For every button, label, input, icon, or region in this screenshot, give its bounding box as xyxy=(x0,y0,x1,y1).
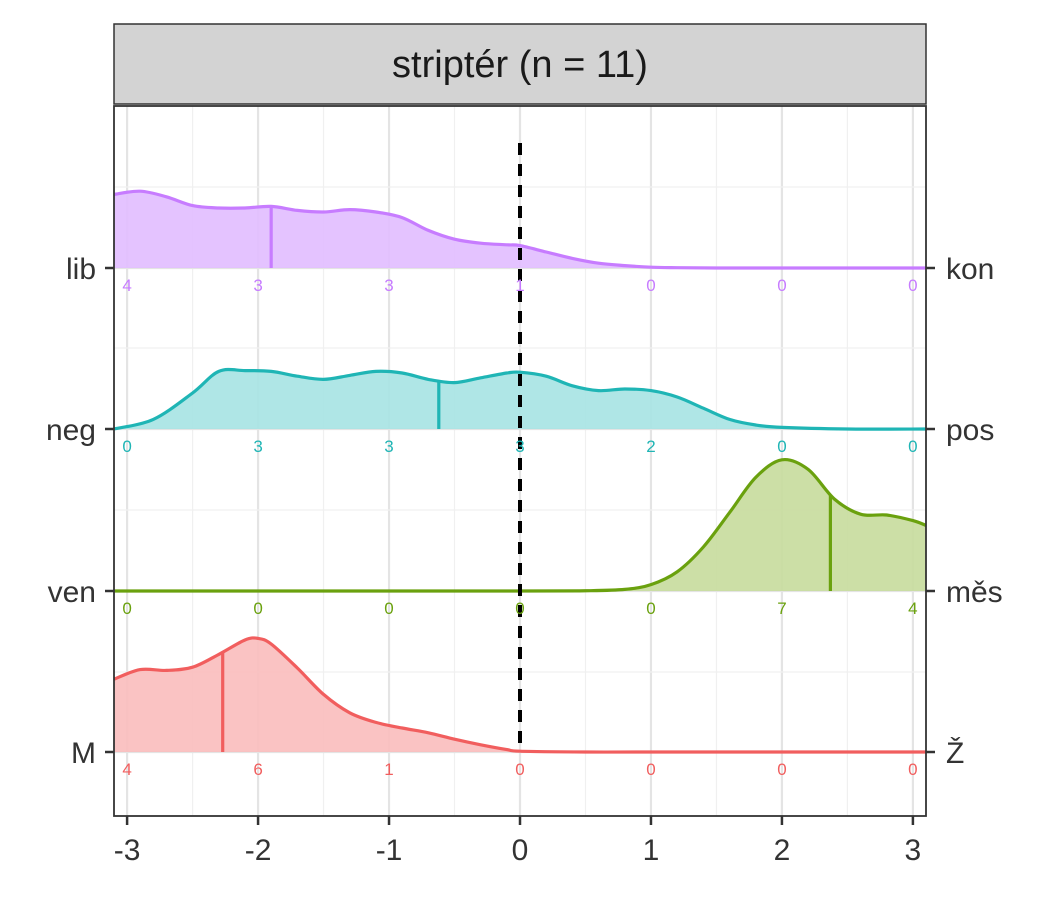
facet-title: striptér (n = 11) xyxy=(392,44,648,86)
ridge-lib xyxy=(113,189,926,270)
y-axis-left: lib neg ven M xyxy=(46,253,114,770)
count-label: 0 xyxy=(908,760,917,779)
y-label-left: M xyxy=(71,737,96,770)
count-label: 0 xyxy=(646,599,655,618)
count-label: 0 xyxy=(253,599,262,618)
count-label: 4 xyxy=(122,760,131,779)
count-labels: 4 3 3 1 0 0 0 0 3 3 3 2 0 0 0 0 0 0 0 7 4 4 6 1 0 0 0 0 xyxy=(122,276,917,779)
count-label: 0 xyxy=(646,760,655,779)
count-label: 0 xyxy=(646,276,655,295)
y-axis-right: kon pos měs Ž xyxy=(926,253,1003,770)
count-label: 7 xyxy=(777,599,786,618)
count-label: 3 xyxy=(384,276,393,295)
count-label: 1 xyxy=(384,760,393,779)
density-line xyxy=(113,636,926,754)
x-tick-label: 3 xyxy=(905,834,922,867)
ridge-M xyxy=(113,636,926,754)
count-label: 0 xyxy=(777,437,786,456)
count-label: 0 xyxy=(777,276,786,295)
y-label-left: lib xyxy=(66,253,96,286)
count-label: 0 xyxy=(515,760,524,779)
y-label-right: pos xyxy=(946,414,994,447)
density-line xyxy=(113,367,927,431)
density-line xyxy=(113,189,926,270)
count-label: 3 xyxy=(515,437,524,456)
x-tick-label: -2 xyxy=(245,834,272,867)
density-area xyxy=(114,459,926,592)
ridge-ven xyxy=(114,457,927,593)
x-axis: -3 -2 -1 0 1 2 3 xyxy=(114,816,921,867)
y-label-right: Ž xyxy=(946,737,964,770)
facet-strip xyxy=(113,23,927,105)
y-label-right: měs xyxy=(946,576,1003,609)
count-label: 4 xyxy=(908,599,917,618)
count-label: 6 xyxy=(253,760,262,779)
x-tick-label: 2 xyxy=(774,834,791,867)
y-label-left: neg xyxy=(46,414,96,447)
count-label: 0 xyxy=(384,599,393,618)
count-label: 2 xyxy=(646,437,655,456)
count-label: 0 xyxy=(122,437,131,456)
count-label: 4 xyxy=(122,276,131,295)
count-label: 3 xyxy=(253,437,262,456)
x-tick-label: -1 xyxy=(376,834,403,867)
count-label: 1 xyxy=(515,276,524,295)
x-tick-label: 1 xyxy=(643,834,660,867)
count-label: 0 xyxy=(908,276,917,295)
count-label: 3 xyxy=(384,437,393,456)
y-label-right: kon xyxy=(946,253,994,286)
count-label: 0 xyxy=(777,760,786,779)
x-tick-label: -3 xyxy=(114,834,141,867)
count-label: 3 xyxy=(253,276,262,295)
density-area xyxy=(114,637,926,753)
density-line xyxy=(114,457,927,593)
count-label: 0 xyxy=(122,599,131,618)
x-tick-label: 0 xyxy=(512,834,529,867)
count-label: 0 xyxy=(908,437,917,456)
density-area xyxy=(114,191,926,269)
y-label-left: ven xyxy=(48,576,96,609)
count-label: 0 xyxy=(515,599,524,618)
